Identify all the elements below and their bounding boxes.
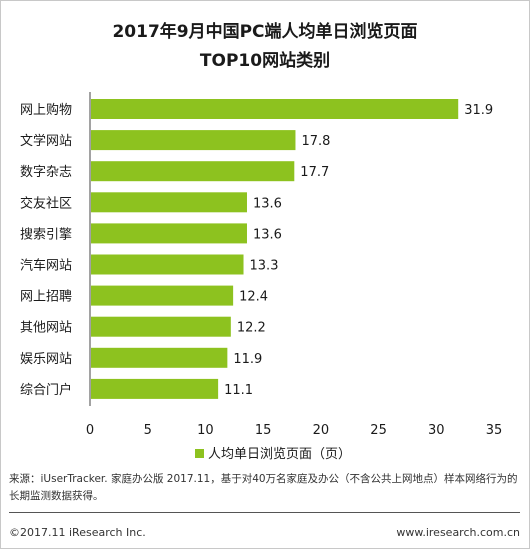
category-label: 网上招聘: [20, 290, 72, 305]
bar: [91, 285, 234, 306]
x-tick-label: 35: [486, 423, 503, 438]
category-label: 其他网站: [20, 321, 72, 336]
category-label: 汽车网站: [20, 258, 72, 274]
data-label: 13.6: [253, 196, 282, 211]
x-tick-label: 30: [428, 423, 445, 438]
bar: [91, 99, 459, 119]
x-tick-label: 25: [370, 423, 387, 438]
data-label: 11.9: [233, 352, 262, 367]
data-label: 13.3: [250, 259, 279, 274]
x-tick-label: 0: [86, 423, 94, 438]
bar: [91, 223, 247, 244]
data-label: 31.9: [464, 103, 493, 118]
x-tick-label: 10: [197, 423, 214, 438]
data-label: 13.6: [253, 227, 282, 242]
bar: [91, 347, 228, 368]
category-label: 娱乐网站: [20, 352, 72, 367]
data-label: 17.7: [300, 165, 329, 180]
x-tick-label: 20: [313, 423, 330, 438]
category-label: 搜索引擎: [20, 227, 72, 242]
chart-title-line2: TOP10网站类别: [199, 51, 331, 71]
category-label: 交友社区: [20, 195, 72, 211]
legend-label: 人均单日浏览页面（页）: [208, 446, 351, 462]
data-label: 11.1: [224, 383, 253, 398]
source-note: 来源：iUserTracker. 家庭办公版 2017.11，基于对40万名家庭…: [9, 473, 518, 502]
data-label: 17.8: [301, 134, 330, 149]
bar: [91, 254, 244, 275]
category-label: 文学网站: [20, 133, 72, 149]
bar: [91, 316, 231, 337]
bar: [91, 378, 219, 399]
chart-title-line1: 2017年9月中国PC端人均单日浏览页面: [112, 22, 418, 42]
legend-swatch: [195, 449, 204, 458]
category-label: 数字杂志: [20, 165, 72, 180]
bar: [91, 130, 296, 151]
data-label: 12.2: [237, 321, 266, 336]
x-tick-label: 5: [144, 423, 152, 438]
category-label: 综合门户: [20, 382, 72, 398]
bar: [91, 161, 295, 182]
x-tick-label: 15: [255, 423, 272, 438]
category-label: 网上购物: [20, 102, 72, 118]
copyright-text: ©2017.11 iResearch Inc.: [9, 526, 146, 539]
data-label: 12.4: [239, 290, 268, 305]
footer-divider: [9, 512, 520, 513]
bar: [91, 192, 247, 213]
website-text: www.iresearch.com.cn: [396, 526, 520, 539]
